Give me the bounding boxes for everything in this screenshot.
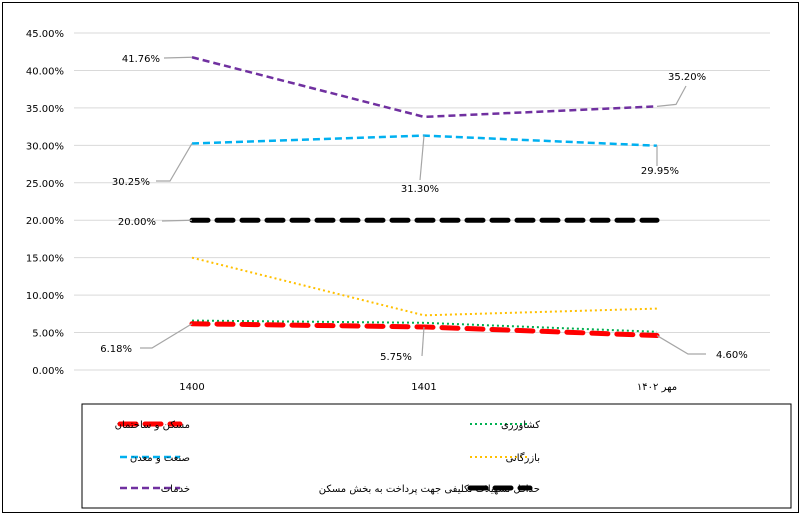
data-label: 29.95% (641, 166, 679, 177)
x-tick-label: مهر ۱۴۰۲ (637, 382, 677, 393)
series-lines (189, 56, 660, 339)
annotation-leader-lines (140, 56, 706, 357)
annotation-leader (156, 143, 193, 182)
data-label: 4.60% (716, 350, 748, 361)
x-tick-label: 1400 (179, 382, 204, 393)
annotation-leader (140, 323, 193, 349)
y-tick-label: 20.00% (26, 216, 64, 227)
y-tick-label: 15.00% (26, 254, 64, 265)
y-tick-label: 10.00% (26, 291, 64, 302)
series-line (191, 134, 658, 147)
legend-label: کشاورزی (501, 420, 540, 431)
x-tick-label: 1401 (411, 382, 436, 393)
y-tick-label: 45.00% (26, 29, 64, 40)
annotation-leader (656, 335, 706, 355)
y-tick-label: 40.00% (26, 66, 64, 77)
annotation-leader (421, 326, 425, 357)
legend-label: بازرگانی (506, 452, 540, 464)
annotation-leader (163, 56, 193, 59)
y-tick-label: 5.00% (32, 329, 64, 340)
series-line (191, 256, 658, 317)
legend-label: مسکن و ساختمان (115, 420, 190, 431)
data-label: 5.75% (380, 352, 412, 363)
y-tick-label: 30.00% (26, 141, 64, 152)
gridlines (74, 32, 770, 371)
data-label: 35.20% (668, 72, 706, 83)
annotation-leader (419, 135, 425, 181)
y-tick-label: 25.00% (26, 179, 64, 190)
y-tick-label: 35.00% (26, 104, 64, 115)
legend-label: صنعت و معدن (130, 453, 190, 464)
annotation-leader (161, 219, 193, 222)
data-label-annotations: 41.76% 35.20% 30.25% 31.30% 29.95% 20.00% 6.18… (100, 54, 748, 363)
data-label: 31.30% (401, 184, 439, 195)
series-line (191, 56, 658, 119)
legend-box (81, 403, 792, 509)
data-label: 20.00% (118, 217, 156, 228)
data-label: 41.76% (122, 54, 160, 65)
y-axis-tick-labels: 0.00% 5.00% 10.00% 15.00% 20.00% 25.00% 30.00%… (26, 29, 64, 377)
data-label: 6.18% (100, 344, 132, 355)
x-axis-tick-labels: 1400 1401 مهر ۱۴۰۲ (179, 382, 677, 393)
data-label: 30.25% (112, 177, 150, 188)
legend-label: خدمات (161, 484, 190, 495)
annotation-leader (656, 85, 687, 107)
legend: مسکن و ساختمان کشاورزی صنعت و معدن بازرگانی… (115, 420, 541, 495)
legend-label: حداقل تسهیلات تکلیفی جهت پرداخت به بخش م… (319, 484, 540, 495)
y-tick-label: 0.00% (32, 366, 64, 377)
